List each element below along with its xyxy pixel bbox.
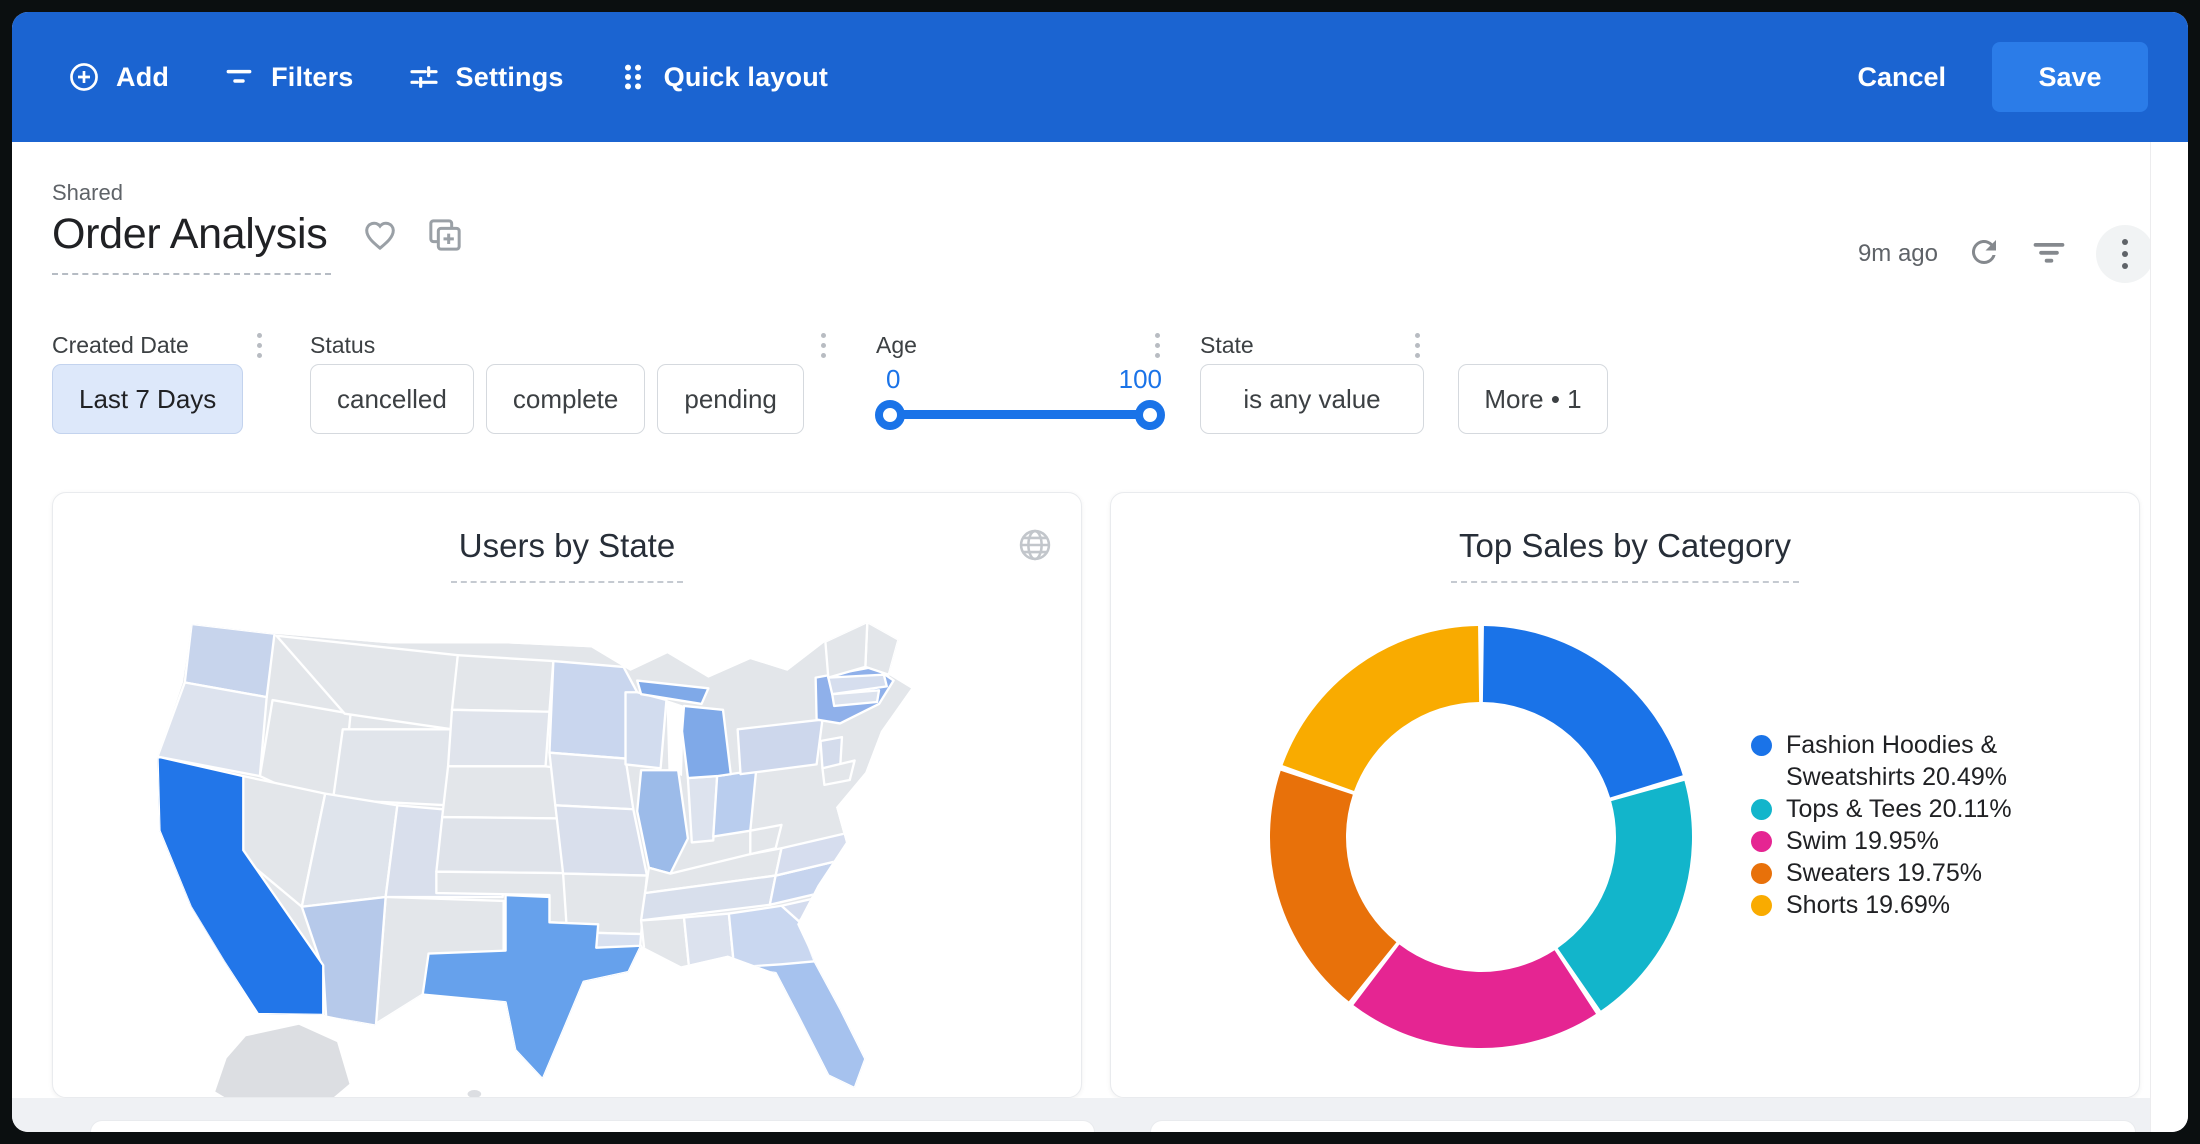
legend-label: Shorts 19.69% <box>1786 891 1950 919</box>
refresh-icon[interactable] <box>1966 234 2002 275</box>
next-row-card-peek <box>90 1120 1095 1132</box>
filter-kebab-icon[interactable] <box>253 329 266 362</box>
legend-label: Fashion Hoodies & Sweatshirts 20.49% <box>1786 731 2007 791</box>
legend-item[interactable]: Shorts 19.69% <box>1751 889 2107 921</box>
alaska <box>212 1022 482 1097</box>
donut-slice-tops-tees[interactable] <box>1556 780 1692 1011</box>
settings-button[interactable]: Settings <box>408 61 564 93</box>
lake-michigan <box>666 700 684 777</box>
add-label: Add <box>116 61 170 92</box>
age-range-slider[interactable]: 0 100 <box>875 364 1165 442</box>
app-window: Add Filters Settings Quick layout <box>12 12 2188 1132</box>
filter-kebab-icon[interactable] <box>1411 329 1424 362</box>
legend-dot-icon <box>1751 831 1772 852</box>
last-updated: 9m ago <box>1857 240 1938 267</box>
filter-label: Created Date <box>52 331 189 358</box>
donut-chart[interactable] <box>1111 493 2140 1098</box>
filter-kebab-icon[interactable] <box>817 329 830 362</box>
range-min-value: 0 <box>886 364 901 394</box>
filter-icon <box>223 61 255 93</box>
page-title[interactable]: Order Analysis <box>52 210 332 275</box>
chart-legend: Fashion Hoodies & Sweatshirts 20.49% Tops… <box>1751 729 2107 921</box>
users-by-state-card: Users by State <box>52 492 1082 1098</box>
filter-label: Age <box>876 331 917 358</box>
donut-card-title: Top Sales by Category <box>1450 527 1799 583</box>
filter-chip[interactable]: Last 7 Days <box>52 364 244 434</box>
legend-item[interactable]: Tops & Tees 20.11% <box>1751 793 2107 825</box>
legend-label: Tops & Tees 20.11% <box>1786 795 2012 823</box>
map-card-title: Users by State <box>450 527 684 583</box>
range-max-value: 100 <box>1118 364 1162 394</box>
filter-chip[interactable]: is any value <box>1200 364 1424 434</box>
plus-circle-icon <box>68 61 100 93</box>
filter-section-status: Status cancelled complete pending <box>310 326 830 434</box>
legend-item[interactable]: Fashion Hoodies & Sweatshirts 20.49% <box>1751 729 2107 793</box>
slider-track[interactable] <box>888 410 1152 419</box>
filters-button[interactable]: Filters <box>223 61 353 93</box>
globe-icon <box>1017 527 1053 568</box>
legend-label: Sweaters 19.75% <box>1786 859 1982 887</box>
save-button[interactable]: Save <box>1992 42 2148 112</box>
legend-item[interactable]: Swim 19.95% <box>1751 825 2107 857</box>
edit-toolbar: Add Filters Settings Quick layout <box>12 12 2188 142</box>
legend-label: Swim 19.95% <box>1786 827 1939 855</box>
legend-dot-icon <box>1751 799 1772 820</box>
filter-section-age: Age 0 100 <box>875 326 1165 442</box>
legend-dot-icon <box>1751 735 1772 756</box>
filter-section-created-date: Created Date Last 7 Days <box>52 326 266 434</box>
legend-item[interactable]: Sweaters 19.75% <box>1751 857 2107 889</box>
favorite-heart-icon[interactable] <box>361 216 399 259</box>
filter-chip[interactable]: pending <box>657 364 804 434</box>
kebab-icon <box>2122 239 2128 269</box>
filter-label: Status <box>310 331 376 358</box>
quick-layout-button[interactable]: Quick layout <box>618 62 828 93</box>
settings-label: Settings <box>455 61 564 92</box>
breadcrumb: Shared <box>52 180 123 205</box>
quick-layout-label: Quick layout <box>663 61 829 92</box>
add-button[interactable]: Add <box>68 61 169 93</box>
filter-chip[interactable]: cancelled <box>310 364 474 434</box>
filter-section-more: More • 1 <box>1458 326 1608 434</box>
more-menu-button[interactable] <box>2096 225 2154 283</box>
legend-dot-icon <box>1751 895 1772 916</box>
legend-dot-icon <box>1751 863 1772 884</box>
cancel-button[interactable]: Cancel <box>1857 61 1946 92</box>
filter-section-state: State is any value <box>1200 326 1424 434</box>
donut-slice-sweaters[interactable] <box>1270 770 1398 1002</box>
top-sales-card: Top Sales by Category Fashion Hoodies & … <box>1110 492 2140 1098</box>
dashboard-filters-icon[interactable] <box>2030 233 2068 276</box>
duplicate-add-icon[interactable] <box>425 215 465 260</box>
vertical-scrollbar[interactable] <box>2150 142 2188 1132</box>
donut-slice-swim[interactable] <box>1353 943 1596 1048</box>
filter-bar: Created Date Last 7 Days Status cancelled co… <box>52 326 1608 442</box>
filter-chip[interactable]: complete <box>485 364 646 434</box>
slider-handle-min[interactable] <box>875 400 905 430</box>
us-choropleth-map[interactable] <box>99 585 1035 1098</box>
slider-handle-max[interactable] <box>1135 400 1165 430</box>
tune-icon <box>408 61 440 93</box>
filters-label: Filters <box>271 61 354 92</box>
filter-chip[interactable]: More • 1 <box>1458 364 1608 434</box>
filter-kebab-icon[interactable] <box>1151 329 1164 362</box>
donut-slice-shorts[interactable] <box>1282 626 1481 792</box>
filter-label: State <box>1200 331 1254 358</box>
grid-dots-icon <box>618 62 648 92</box>
next-row-card-peek <box>1150 1120 2136 1132</box>
donut-slice-fashion-hoodies-sweatshirts[interactable] <box>1481 626 1683 799</box>
